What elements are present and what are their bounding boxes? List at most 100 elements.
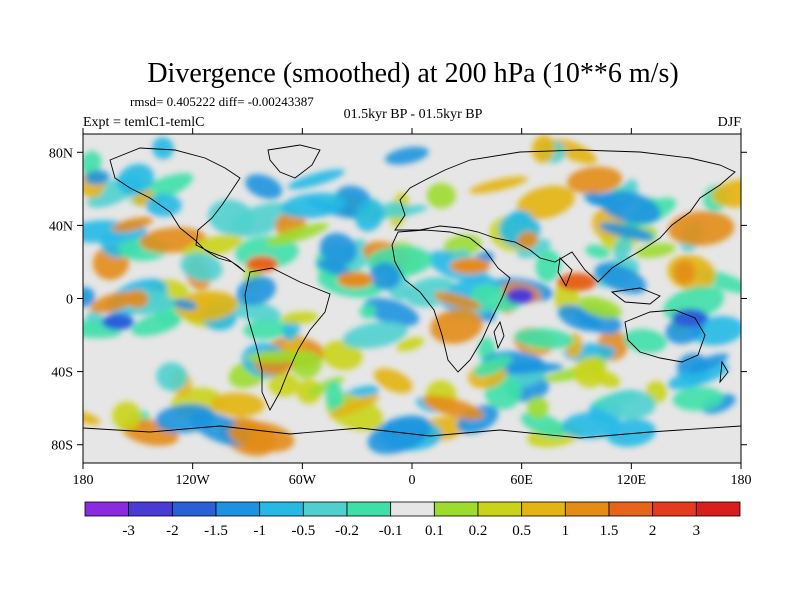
colorbar-swatch [433,501,479,517]
field-blob [316,259,353,277]
colorbar-label: -1 [253,523,266,539]
field-blob [268,372,300,397]
colorbar-swatch [346,501,392,517]
field-blob [602,389,656,420]
colorbar-label: -0.1 [379,523,403,539]
field-blob [520,412,567,438]
field-blob [172,298,198,311]
field-blob [322,340,363,371]
colorbar-swatch [564,501,610,517]
colorbar-label: -1.5 [204,523,228,539]
field-blob [526,396,549,419]
colorbar-swatch [128,501,173,517]
field-blob [329,394,380,418]
x-tick-label: 120W [176,473,211,488]
field-blob [426,182,456,209]
field-blob [567,166,623,195]
colorbar-label: 0.1 [425,523,444,539]
field-blob [373,368,413,394]
chart-title: Divergence (smoothed) at 200 hPa (10**6 … [147,58,678,89]
field-blob [245,174,283,199]
colorbar-swatch [84,501,130,517]
coastlines [83,144,741,439]
field-blob [90,292,136,314]
field-blob [112,401,142,431]
field-blob [511,210,533,224]
colorbar-label: 0.2 [469,523,488,539]
field-blob [210,392,265,417]
field-blob [691,316,741,346]
colorbar-swatch [390,501,435,517]
field-blob [613,237,632,260]
field-peak [450,258,490,274]
field-blob [687,353,729,374]
x-tick-label: 180 [73,473,94,488]
colorbar-label: -3 [122,523,135,539]
x-axis: 180 120W 60W 0 60E 120E 180 [73,128,752,488]
y-axis: 80N 40N 0 40S 80S [49,146,747,454]
y-tick-label: 80N [49,146,73,161]
field-blob [155,403,216,434]
field-blob [111,216,154,233]
field-blob [83,287,96,307]
field-peak [102,314,134,330]
colorbar-label: 0.5 [512,523,531,539]
field-blob [531,135,555,164]
field-blob [280,311,319,325]
field-blob [342,321,408,349]
field-blob [367,415,432,455]
colorbar-label: 1.5 [600,523,619,539]
field-blob [355,198,384,232]
field-blob [673,260,696,285]
field-blob [359,304,377,319]
field-blob [599,190,661,225]
y-tick-label: 80S [51,439,73,454]
colorbar-swatch [259,501,304,517]
field-blob [516,185,575,220]
experiment-label: Expt = temlC1-temlC [83,115,204,130]
field-blob [667,363,729,390]
x-tick-label: 60W [289,473,317,488]
colorbar-label: -0.2 [335,523,359,539]
field-blob [433,292,482,310]
field-blob [668,211,735,246]
field-blob [281,192,346,219]
colorbar-swatch [521,501,566,517]
y-tick-label: 40S [51,366,73,381]
colorbar-label: -0.5 [291,523,315,539]
field-blob [514,328,575,350]
field-blob [396,337,425,352]
colorbar: -3 -2 -1.5 -1 -0.5 -0.2 -0.1 0.1 0.2 0.5 1 1.5 2 3 [84,501,741,539]
field-blob [175,290,239,322]
field-peak [506,288,534,304]
colorbar-label: 2 [649,523,657,539]
field-blob [468,176,528,194]
field-blob [672,386,724,411]
field-blob [83,150,102,176]
field-blob [535,249,561,283]
field-blob [594,262,647,294]
period-label: 01.5kyr BP - 01.5kyr BP [344,107,483,122]
field-blob [599,222,655,241]
field-blob [83,410,101,425]
colorbar-swatch [608,501,654,517]
field-blob [152,137,174,160]
colorbar-label: 1 [562,523,570,539]
field-blob [236,276,276,306]
field-blob [156,362,188,392]
field-peak [557,273,597,291]
field-blob [117,163,155,196]
field-blob [325,380,344,415]
colorbar-swatch [477,501,523,517]
colorbar-swatch [215,501,261,517]
x-tick-label: 180 [731,473,752,488]
field-peak [337,272,373,288]
field-blob [131,312,182,337]
colorbar-label: -2 [166,523,179,539]
x-tick-label: 0 [409,473,416,488]
field-blob [430,308,483,344]
field-blob [145,194,182,217]
y-tick-label: 40N [49,219,73,234]
field-blob [319,232,358,266]
field-blob [635,243,676,259]
